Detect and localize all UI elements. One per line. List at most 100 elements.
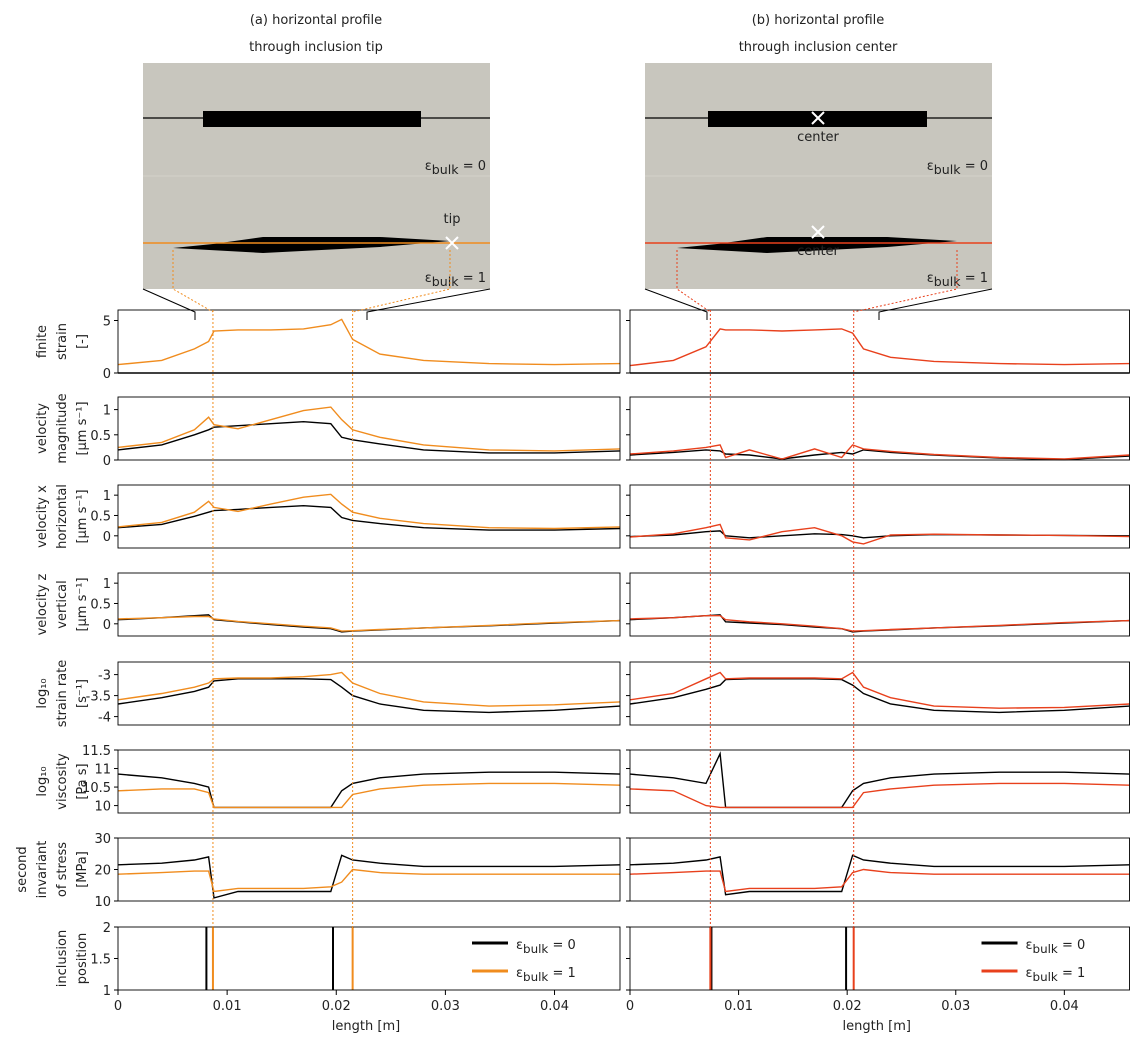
- profile-line: [117, 318, 621, 366]
- guide-link: [676, 250, 711, 313]
- y-label: viscosity: [55, 753, 70, 810]
- x-tick-label: 0.04: [540, 999, 569, 1014]
- y-label: [Pa s]: [75, 763, 90, 799]
- eps-label: εbulk = 1: [1026, 966, 1086, 984]
- y-label: log₁₀: [35, 678, 50, 708]
- eps-label: εbulk = 0: [1026, 938, 1086, 956]
- y-label: strain rate: [55, 660, 70, 728]
- eps-rest: = 0: [1058, 938, 1085, 953]
- y-tick-label: 10.5: [82, 781, 111, 796]
- profile-line: [629, 854, 1130, 896]
- eps-sub: bulk: [1033, 942, 1058, 956]
- panel-frame: [117, 837, 621, 902]
- x-tick-label: 0.02: [833, 999, 862, 1014]
- y-label: [MPa]: [75, 851, 90, 888]
- eps-rest: = 1: [1058, 966, 1085, 981]
- eps-symbol: ε: [1026, 938, 1033, 953]
- profile-line: [629, 782, 1130, 809]
- y-tick-label: 11: [94, 763, 111, 778]
- profile-line: [117, 771, 621, 809]
- profile-line: [117, 782, 621, 809]
- zoom-line: [366, 288, 491, 320]
- y-tick-label: 0: [103, 530, 111, 545]
- profile-line: [629, 615, 1130, 632]
- profile-line: [629, 449, 1130, 461]
- y-tick-label: -3: [98, 669, 111, 684]
- y-label: horizontal: [55, 484, 70, 549]
- profile-line: [117, 868, 620, 893]
- eps-label: εbulk = 0: [927, 159, 988, 177]
- eps-label: εbulk = 0: [516, 938, 576, 956]
- y-label: vertical: [55, 580, 70, 628]
- panel-frame: [629, 837, 1130, 902]
- eps-symbol: ε: [1026, 966, 1033, 981]
- marker-label: tip: [444, 212, 461, 227]
- eps-label: εbulk = 0: [425, 159, 486, 177]
- y-tick-label: -4: [98, 711, 111, 726]
- eps-symbol: ε: [425, 271, 432, 286]
- x-label: length [m]: [843, 1019, 911, 1034]
- eps-sub: bulk: [432, 274, 459, 289]
- y-label: strain: [55, 323, 70, 360]
- y-label: velocity x: [35, 485, 50, 548]
- panel-frame: [117, 661, 621, 726]
- profile-line: [117, 615, 621, 632]
- x-tick-label: 0.03: [431, 999, 460, 1014]
- eps-label: εbulk = 1: [927, 271, 988, 289]
- y-label: finite: [35, 325, 50, 358]
- y-tick-label: 1: [103, 404, 111, 419]
- y-tick-label: 1: [103, 984, 111, 999]
- y-tick-label: 30: [94, 832, 111, 847]
- eps-symbol: ε: [516, 966, 523, 981]
- title: through inclusion tip: [249, 40, 383, 55]
- marker-label: center: [797, 130, 839, 145]
- x-tick-label: 0.01: [724, 999, 753, 1014]
- profile-line: [629, 671, 1130, 709]
- eps-label: εbulk = 1: [425, 271, 486, 289]
- y-label: [-]: [75, 334, 90, 349]
- x-tick-label: 0: [626, 999, 634, 1014]
- y-label: inclusion: [55, 930, 70, 987]
- y-tick-label: 10: [94, 800, 111, 815]
- eps-rest: = 0: [459, 159, 486, 174]
- zoom-line: [142, 288, 196, 320]
- y-label: [s⁻¹]: [75, 679, 90, 708]
- x-tick-label: 0: [114, 999, 122, 1014]
- profile-line: [629, 530, 1130, 539]
- panel-frame: [117, 484, 621, 549]
- marker-x: [445, 236, 459, 250]
- zoom-line: [644, 288, 708, 320]
- marker-x: [811, 111, 825, 125]
- y-tick-label: -3.5: [86, 690, 111, 705]
- inclusion-bottom: [173, 237, 450, 253]
- y-tick-label: 10: [94, 895, 111, 910]
- guide-link: [352, 250, 451, 313]
- profile-line: [117, 420, 621, 454]
- eps-rest: = 1: [961, 271, 988, 286]
- x-tick-label: 0.04: [1050, 999, 1079, 1014]
- profile-line: [117, 854, 621, 899]
- eps-sub: bulk: [1033, 970, 1058, 984]
- eps-symbol: ε: [927, 271, 934, 286]
- title: (a) horizontal profile: [250, 13, 382, 28]
- y-tick-label: 11.5: [82, 744, 111, 759]
- panel-frame: [629, 309, 1130, 374]
- y-label: log₁₀: [35, 766, 50, 796]
- marker-label: center: [797, 244, 839, 259]
- eps-symbol: ε: [516, 938, 523, 953]
- zoom-line: [878, 288, 993, 320]
- x-tick-label: 0.01: [213, 999, 242, 1014]
- eps-sub: bulk: [934, 162, 961, 177]
- profile-line: [117, 493, 621, 530]
- y-tick-label: 1.5: [90, 953, 111, 968]
- panel-frame: [117, 396, 621, 461]
- y-tick-label: 5: [103, 315, 111, 330]
- y-tick-label: 1: [103, 489, 111, 504]
- y-label: [μm s⁻¹]: [75, 577, 90, 631]
- y-label: second: [15, 846, 30, 892]
- eps-label: εbulk = 1: [516, 966, 576, 984]
- marker-x: [811, 225, 825, 239]
- eps-symbol: ε: [425, 159, 432, 174]
- panel-frame: [117, 749, 621, 814]
- title: (b) horizontal profile: [752, 13, 885, 28]
